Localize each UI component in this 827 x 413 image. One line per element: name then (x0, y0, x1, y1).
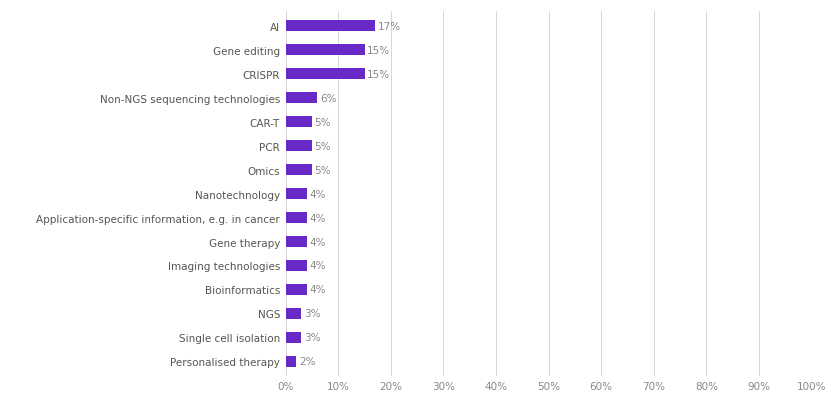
Bar (285, 45, 364, 56)
Bar (285, 93, 317, 104)
Bar (285, 141, 312, 152)
Bar (285, 213, 306, 223)
Text: 4%: 4% (309, 213, 326, 223)
Bar (285, 69, 364, 80)
Text: 5%: 5% (314, 117, 331, 127)
Text: 4%: 4% (309, 189, 326, 199)
Bar (285, 285, 306, 295)
Text: 15%: 15% (366, 46, 390, 56)
Bar (285, 21, 375, 32)
Bar (285, 189, 306, 199)
Text: 5%: 5% (314, 165, 331, 175)
Bar (285, 356, 296, 367)
Text: 3%: 3% (304, 309, 320, 319)
Text: 17%: 17% (377, 22, 400, 32)
Bar (285, 237, 306, 247)
Bar (285, 261, 306, 271)
Text: 4%: 4% (309, 237, 326, 247)
Text: 4%: 4% (309, 261, 326, 271)
Text: 6%: 6% (319, 93, 336, 103)
Bar (285, 308, 301, 319)
Text: 2%: 2% (299, 356, 315, 366)
Text: 15%: 15% (366, 69, 390, 80)
Bar (285, 117, 312, 128)
Bar (285, 332, 301, 343)
Text: 4%: 4% (309, 285, 326, 295)
Text: 3%: 3% (304, 332, 320, 342)
Bar (285, 165, 312, 176)
Text: 5%: 5% (314, 141, 331, 151)
